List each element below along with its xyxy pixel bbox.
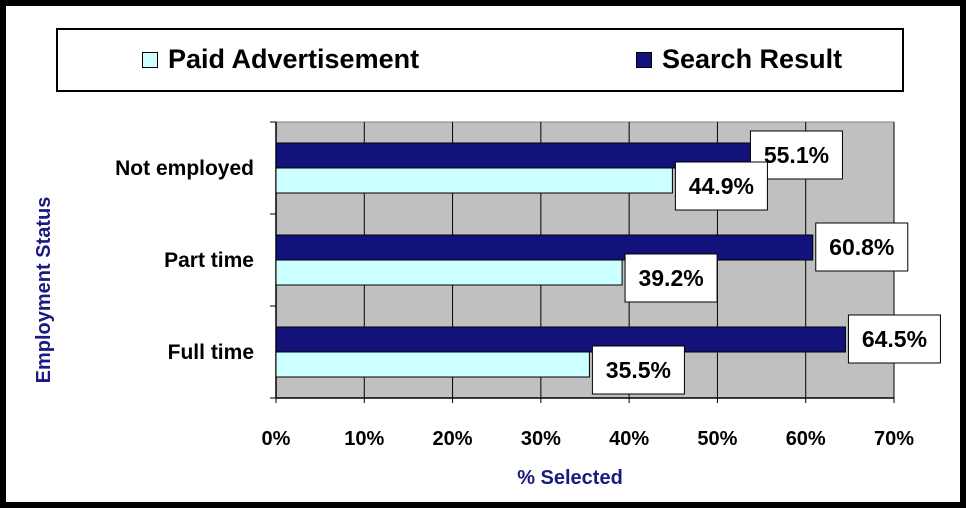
x-tick-label: 20%: [433, 428, 473, 450]
y-axis-title: Employment Status: [33, 197, 55, 384]
y-category-label: Not employed: [115, 157, 254, 180]
y-category-label: Part time: [164, 249, 254, 272]
bar: [275, 259, 623, 286]
legend-item-search-result: Search Result: [636, 44, 842, 75]
data-label: 35.5%: [606, 357, 671, 383]
legend: Paid Advertisement Search Result: [56, 28, 904, 92]
legend-swatch-search-result: [636, 51, 652, 68]
data-label-box: [591, 345, 685, 395]
x-tick-label: 50%: [697, 428, 737, 450]
data-label: 55.1%: [764, 142, 829, 168]
bar: [275, 351, 590, 378]
legend-item-paid-advertisement: Paid Advertisement: [142, 44, 419, 75]
data-label: 64.5%: [862, 326, 927, 352]
x-tick-label: 10%: [344, 428, 384, 450]
bar: [275, 234, 814, 261]
data-label-box: [847, 314, 941, 364]
legend-label-paid-advertisement: Paid Advertisement: [168, 44, 420, 74]
legend-swatch-paid-advertisement: [142, 51, 158, 68]
data-label-box: [815, 222, 909, 272]
data-label: 60.8%: [829, 234, 894, 260]
x-tick-label: 0%: [262, 428, 291, 450]
x-tick-label: 40%: [609, 428, 649, 450]
data-label: 39.2%: [638, 265, 703, 291]
x-axis-title: % Selected: [517, 467, 623, 489]
data-label-box: [674, 161, 768, 211]
x-tick-label: 60%: [786, 428, 826, 450]
data-label-box: [624, 253, 718, 303]
x-tick-label: 30%: [521, 428, 561, 450]
bar: [275, 326, 846, 353]
x-tick-label: 70%: [874, 428, 914, 450]
bar: [275, 167, 673, 194]
data-label: 44.9%: [689, 173, 754, 199]
y-category-label: Full time: [168, 341, 254, 364]
legend-label-search-result: Search Result: [662, 44, 843, 74]
